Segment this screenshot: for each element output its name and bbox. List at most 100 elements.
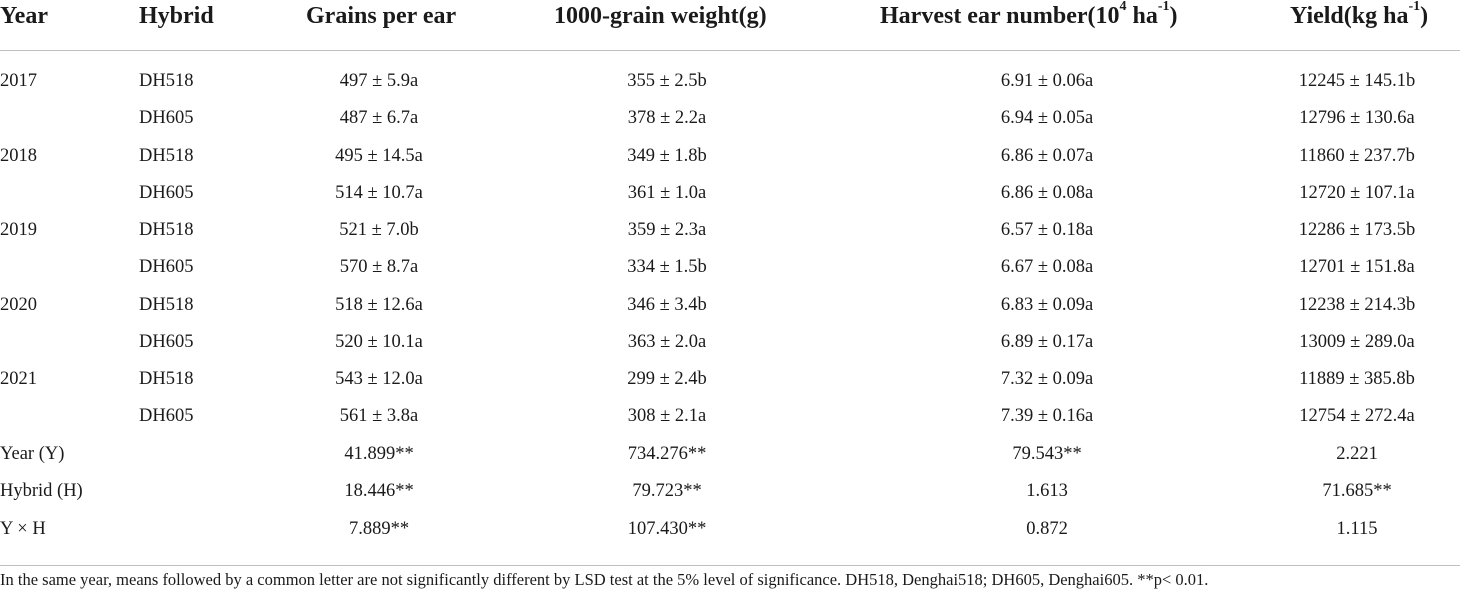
table-row: DH605 520 ± 10.1a 363 ± 2.0a 6.89 ± 0.17… — [0, 325, 1460, 362]
header-yield-prefix: Yield(kg ha — [1290, 3, 1409, 29]
cell-year: 2017 — [0, 71, 37, 91]
table-row: 2021 DH518 543 ± 12.0a 299 ± 2.4b 7.32 ±… — [0, 362, 1460, 399]
cell-yield: 1.115 — [1336, 519, 1378, 539]
cell-hybrid: DH518 — [139, 220, 194, 240]
cell-grains: 487 ± 6.7a — [339, 108, 419, 128]
cell-year: 2018 — [0, 146, 37, 166]
cell-yield: 12245 ± 145.1b — [1298, 71, 1416, 91]
cell-kgw: 299 ± 2.4b — [627, 369, 707, 389]
cell-hybrid: DH518 — [139, 295, 194, 315]
cell-yield: 2.221 — [1336, 444, 1378, 464]
cell-year: Y × H — [0, 519, 46, 539]
cell-year: 2019 — [0, 220, 37, 240]
cell-ear: 1.613 — [1026, 481, 1068, 501]
cell-year: Hybrid (H) — [0, 481, 83, 501]
header-ear-suffix: ) — [1169, 3, 1178, 29]
cell-yield: 12701 ± 151.8a — [1299, 257, 1415, 277]
table-row: Year (Y) 41.899** 734.276** 79.543** 2.2… — [0, 437, 1460, 474]
cell-grains: 520 ± 10.1a — [335, 332, 423, 352]
cell-grains: 518 ± 12.6a — [335, 295, 423, 315]
cell-grains: 41.899** — [344, 444, 414, 464]
cell-hybrid: DH605 — [139, 332, 194, 352]
cell-ear: 0.872 — [1026, 519, 1068, 539]
header-hybrid: Hybrid — [139, 3, 214, 29]
cell-hybrid: DH518 — [139, 369, 194, 389]
cell-grains: 561 ± 3.8a — [339, 406, 419, 426]
table-row: 2020 DH518 518 ± 12.6a 346 ± 3.4b 6.83 ±… — [0, 288, 1460, 325]
cell-kgw: 734.276** — [627, 444, 707, 464]
cell-kgw: 361 ± 1.0a — [627, 183, 707, 203]
cell-yield: 13009 ± 289.0a — [1299, 332, 1415, 352]
cell-kgw: 355 ± 2.5b — [627, 71, 707, 91]
table-row: Hybrid (H) 18.446** 79.723** 1.613 71.68… — [0, 474, 1460, 511]
cell-kgw: 346 ± 3.4b — [627, 295, 707, 315]
cell-kgw: 378 ± 2.2a — [627, 108, 707, 128]
cell-yield: 11860 ± 237.7b — [1299, 146, 1415, 166]
cell-grains: 521 ± 7.0b — [339, 220, 419, 240]
table-row: DH605 561 ± 3.8a 308 ± 2.1a 7.39 ± 0.16a… — [0, 399, 1460, 436]
cell-yield: 12796 ± 130.6a — [1299, 108, 1415, 128]
cell-ear: 6.86 ± 0.07a — [1000, 146, 1094, 166]
cell-year: 2021 — [0, 369, 37, 389]
table-row: Y × H 7.889** 107.430** 0.872 1.115 — [0, 512, 1460, 549]
cell-ear: 6.91 ± 0.06a — [1000, 71, 1094, 91]
cell-kgw: 107.430** — [627, 519, 707, 539]
table-bottom-rule — [0, 565, 1460, 566]
cell-kgw: 308 ± 2.1a — [627, 406, 707, 426]
cell-grains: 514 ± 10.7a — [335, 183, 423, 203]
cell-yield: 12238 ± 214.3b — [1298, 295, 1416, 315]
table-row: 2017 DH518 497 ± 5.9a 355 ± 2.5b 6.91 ± … — [0, 64, 1460, 101]
cell-hybrid: DH605 — [139, 183, 194, 203]
cell-grains: 570 ± 8.7a — [339, 257, 419, 277]
cell-ear: 6.57 ± 0.18a — [1000, 220, 1094, 240]
cell-yield: 11889 ± 385.8b — [1299, 369, 1415, 389]
header-harvest-ear-number: Harvest ear number(104 ha-1) — [880, 0, 1178, 30]
cell-year: Year (Y) — [0, 444, 65, 464]
table-row: DH605 570 ± 8.7a 334 ± 1.5b 6.67 ± 0.08a… — [0, 250, 1460, 287]
header-year: Year — [0, 3, 48, 29]
table-row: DH605 514 ± 10.7a 361 ± 1.0a 6.86 ± 0.08… — [0, 176, 1460, 213]
cell-yield: 71.685** — [1322, 481, 1392, 501]
cell-hybrid: DH518 — [139, 146, 194, 166]
cell-ear: 6.67 ± 0.08a — [1000, 257, 1094, 277]
cell-hybrid: DH605 — [139, 257, 194, 277]
header-1000-grain-weight: 1000-grain weight(g) — [554, 3, 767, 29]
header-ear-sup2: -1 — [1157, 0, 1170, 14]
table-footnote: In the same year, means followed by a co… — [0, 570, 1209, 589]
cell-grains: 7.889** — [348, 519, 410, 539]
cell-ear: 6.83 ± 0.09a — [1000, 295, 1094, 315]
header-ear-sup1: 4 — [1119, 0, 1127, 14]
cell-grains: 497 ± 5.9a — [339, 71, 419, 91]
cell-ear: 6.89 ± 0.17a — [1000, 332, 1094, 352]
header-yield: Yield(kg ha-1) — [1290, 0, 1429, 30]
cell-grains: 18.446** — [344, 481, 414, 501]
cell-yield: 12720 ± 107.1a — [1299, 183, 1415, 203]
cell-kgw: 334 ± 1.5b — [627, 257, 707, 277]
cell-kgw: 79.723** — [632, 481, 702, 501]
cell-yield: 12286 ± 173.5b — [1298, 220, 1416, 240]
cell-ear: 7.32 ± 0.09a — [1000, 369, 1094, 389]
table-row: DH605 487 ± 6.7a 378 ± 2.2a 6.94 ± 0.05a… — [0, 101, 1460, 138]
cell-kgw: 359 ± 2.3a — [627, 220, 707, 240]
cell-grains: 495 ± 14.5a — [335, 146, 423, 166]
cell-ear: 7.39 ± 0.16a — [1000, 406, 1094, 426]
cell-grains: 543 ± 12.0a — [335, 369, 423, 389]
cell-yield: 12754 ± 272.4a — [1299, 406, 1415, 426]
cell-ear: 6.94 ± 0.05a — [1000, 108, 1094, 128]
cell-hybrid: DH605 — [139, 108, 194, 128]
cell-year: 2020 — [0, 295, 37, 315]
header-yield-sup: -1 — [1408, 0, 1421, 14]
header-ear-mid: ha — [1126, 3, 1158, 29]
table-row: 2019 DH518 521 ± 7.0b 359 ± 2.3a 6.57 ± … — [0, 213, 1460, 250]
cell-kgw: 363 ± 2.0a — [627, 332, 707, 352]
header-ear-prefix: Harvest ear number(10 — [880, 3, 1120, 29]
table-header: Year Hybrid Grains per ear 1000-grain we… — [0, 0, 1460, 51]
header-yield-suffix: ) — [1420, 3, 1429, 29]
cell-ear: 6.86 ± 0.08a — [1000, 183, 1094, 203]
cell-hybrid: DH605 — [139, 406, 194, 426]
table-row: 2018 DH518 495 ± 14.5a 349 ± 1.8b 6.86 ±… — [0, 139, 1460, 176]
header-grains-per-ear: Grains per ear — [306, 3, 457, 29]
cell-ear: 79.543** — [1012, 444, 1082, 464]
cell-kgw: 349 ± 1.8b — [627, 146, 707, 166]
cell-hybrid: DH518 — [139, 71, 194, 91]
